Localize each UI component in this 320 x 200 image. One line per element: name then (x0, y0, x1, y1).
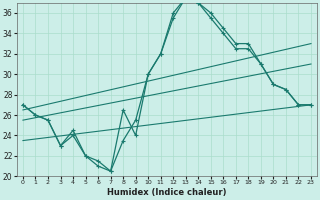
X-axis label: Humidex (Indice chaleur): Humidex (Indice chaleur) (107, 188, 227, 197)
